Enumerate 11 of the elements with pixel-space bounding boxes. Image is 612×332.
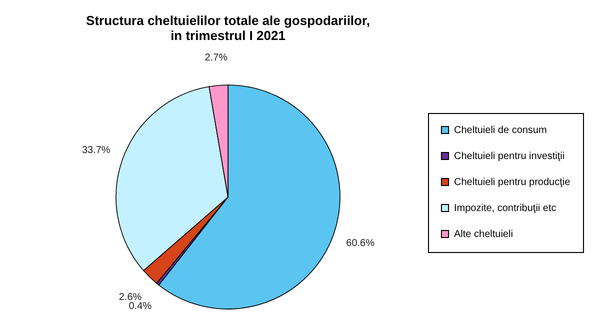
legend-label: Alte cheltuieli [454, 229, 513, 240]
legend-label: Cheltuieli pentru producţie [454, 177, 571, 188]
data-label: 60.6% [346, 238, 375, 249]
legend-label: Cheltuieli pentru investiţii [454, 151, 565, 162]
data-label: 2.6% [118, 292, 142, 304]
legend-label: Impozite, contribuţii etc [454, 203, 556, 214]
chart-title: Structura cheltuielilor totale ale gospodariilor, in trimestrul I 2021 [86, 13, 370, 43]
data-label: 2.7% [204, 52, 228, 64]
data-label: 33.7% [82, 144, 110, 156]
legend-label: Cheltuieli de consum [454, 125, 547, 136]
data-label: 0.4% [128, 300, 152, 312]
